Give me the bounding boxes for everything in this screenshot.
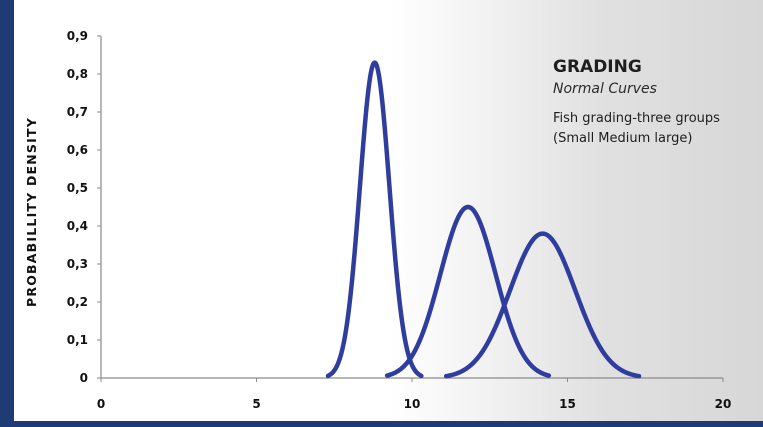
normal-curve-2 bbox=[387, 207, 549, 376]
y-tick-label: 0,1 bbox=[67, 333, 88, 347]
y-tick-label: 0,6 bbox=[67, 143, 88, 157]
chart-description-line-1: Fish grading-three groups bbox=[553, 111, 720, 126]
x-tick-label: 5 bbox=[252, 397, 260, 411]
y-tick-label: 0,7 bbox=[67, 105, 88, 119]
normal-curve-1 bbox=[328, 63, 421, 376]
x-ticks: 0 5 10 15 20 bbox=[97, 378, 732, 411]
chart-subtitle: Normal Curves bbox=[553, 81, 657, 97]
y-tick-label: 0,2 bbox=[67, 295, 88, 309]
x-tick-label: 20 bbox=[715, 397, 732, 411]
x-tick-label: 15 bbox=[559, 397, 576, 411]
y-tick-label: 0,4 bbox=[67, 219, 88, 233]
y-tick-label: 0,8 bbox=[67, 67, 88, 81]
y-tick-label: 0,3 bbox=[67, 257, 88, 271]
chart-description-line-2: (Small Medium large) bbox=[553, 131, 692, 146]
y-tick-label: 0,9 bbox=[67, 29, 88, 43]
x-tick-label: 10 bbox=[404, 397, 421, 411]
y-axis-label: PROBABILLITY DENSITY bbox=[24, 117, 39, 307]
y-tick-label: 0,5 bbox=[67, 181, 88, 195]
chart-title: GRADING bbox=[553, 57, 642, 77]
y-ticks: 0 0,1 0,2 0,3 0,4 0,5 0,6 0,7 0,8 0,9 bbox=[67, 29, 101, 385]
y-tick-label: 0 bbox=[80, 371, 88, 385]
normal-curve-3 bbox=[446, 234, 639, 377]
curves bbox=[328, 63, 639, 377]
x-tick-label: 0 bbox=[97, 397, 105, 411]
